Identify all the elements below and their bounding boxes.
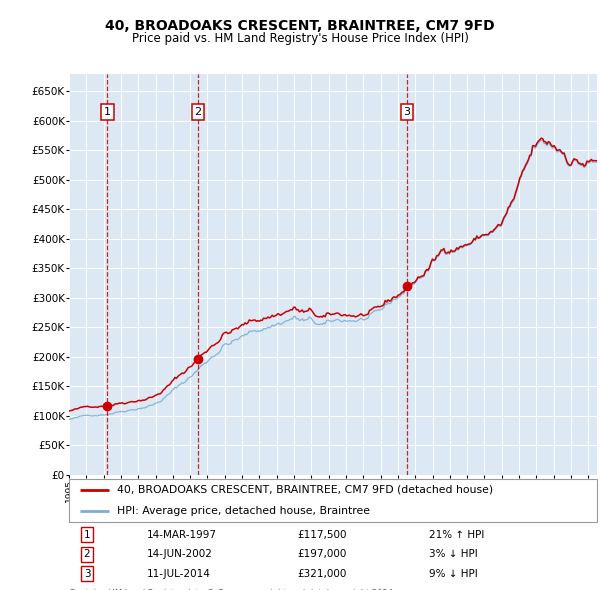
- Text: 11-JUL-2014: 11-JUL-2014: [147, 569, 211, 579]
- Text: 2: 2: [83, 549, 91, 559]
- Text: 40, BROADOAKS CRESCENT, BRAINTREE, CM7 9FD (detached house): 40, BROADOAKS CRESCENT, BRAINTREE, CM7 9…: [116, 485, 493, 495]
- Text: £321,000: £321,000: [297, 569, 346, 579]
- Text: 14-MAR-1997: 14-MAR-1997: [147, 530, 217, 540]
- FancyBboxPatch shape: [69, 479, 597, 522]
- Text: HPI: Average price, detached house, Braintree: HPI: Average price, detached house, Brai…: [116, 506, 370, 516]
- Text: 1: 1: [83, 530, 91, 540]
- Text: 3: 3: [404, 107, 410, 117]
- Text: £197,000: £197,000: [297, 549, 346, 559]
- Text: 14-JUN-2002: 14-JUN-2002: [147, 549, 213, 559]
- Text: Price paid vs. HM Land Registry's House Price Index (HPI): Price paid vs. HM Land Registry's House …: [131, 32, 469, 45]
- Text: £117,500: £117,500: [297, 530, 347, 540]
- Text: 21% ↑ HPI: 21% ↑ HPI: [429, 530, 484, 540]
- Text: 40, BROADOAKS CRESCENT, BRAINTREE, CM7 9FD: 40, BROADOAKS CRESCENT, BRAINTREE, CM7 9…: [105, 19, 495, 33]
- Text: 3% ↓ HPI: 3% ↓ HPI: [429, 549, 478, 559]
- Text: Contains HM Land Registry data © Crown copyright and database right 2024.: Contains HM Land Registry data © Crown c…: [69, 589, 395, 590]
- Text: 2: 2: [194, 107, 202, 117]
- Text: 9% ↓ HPI: 9% ↓ HPI: [429, 569, 478, 579]
- Text: 1: 1: [104, 107, 111, 117]
- Text: 3: 3: [83, 569, 91, 579]
